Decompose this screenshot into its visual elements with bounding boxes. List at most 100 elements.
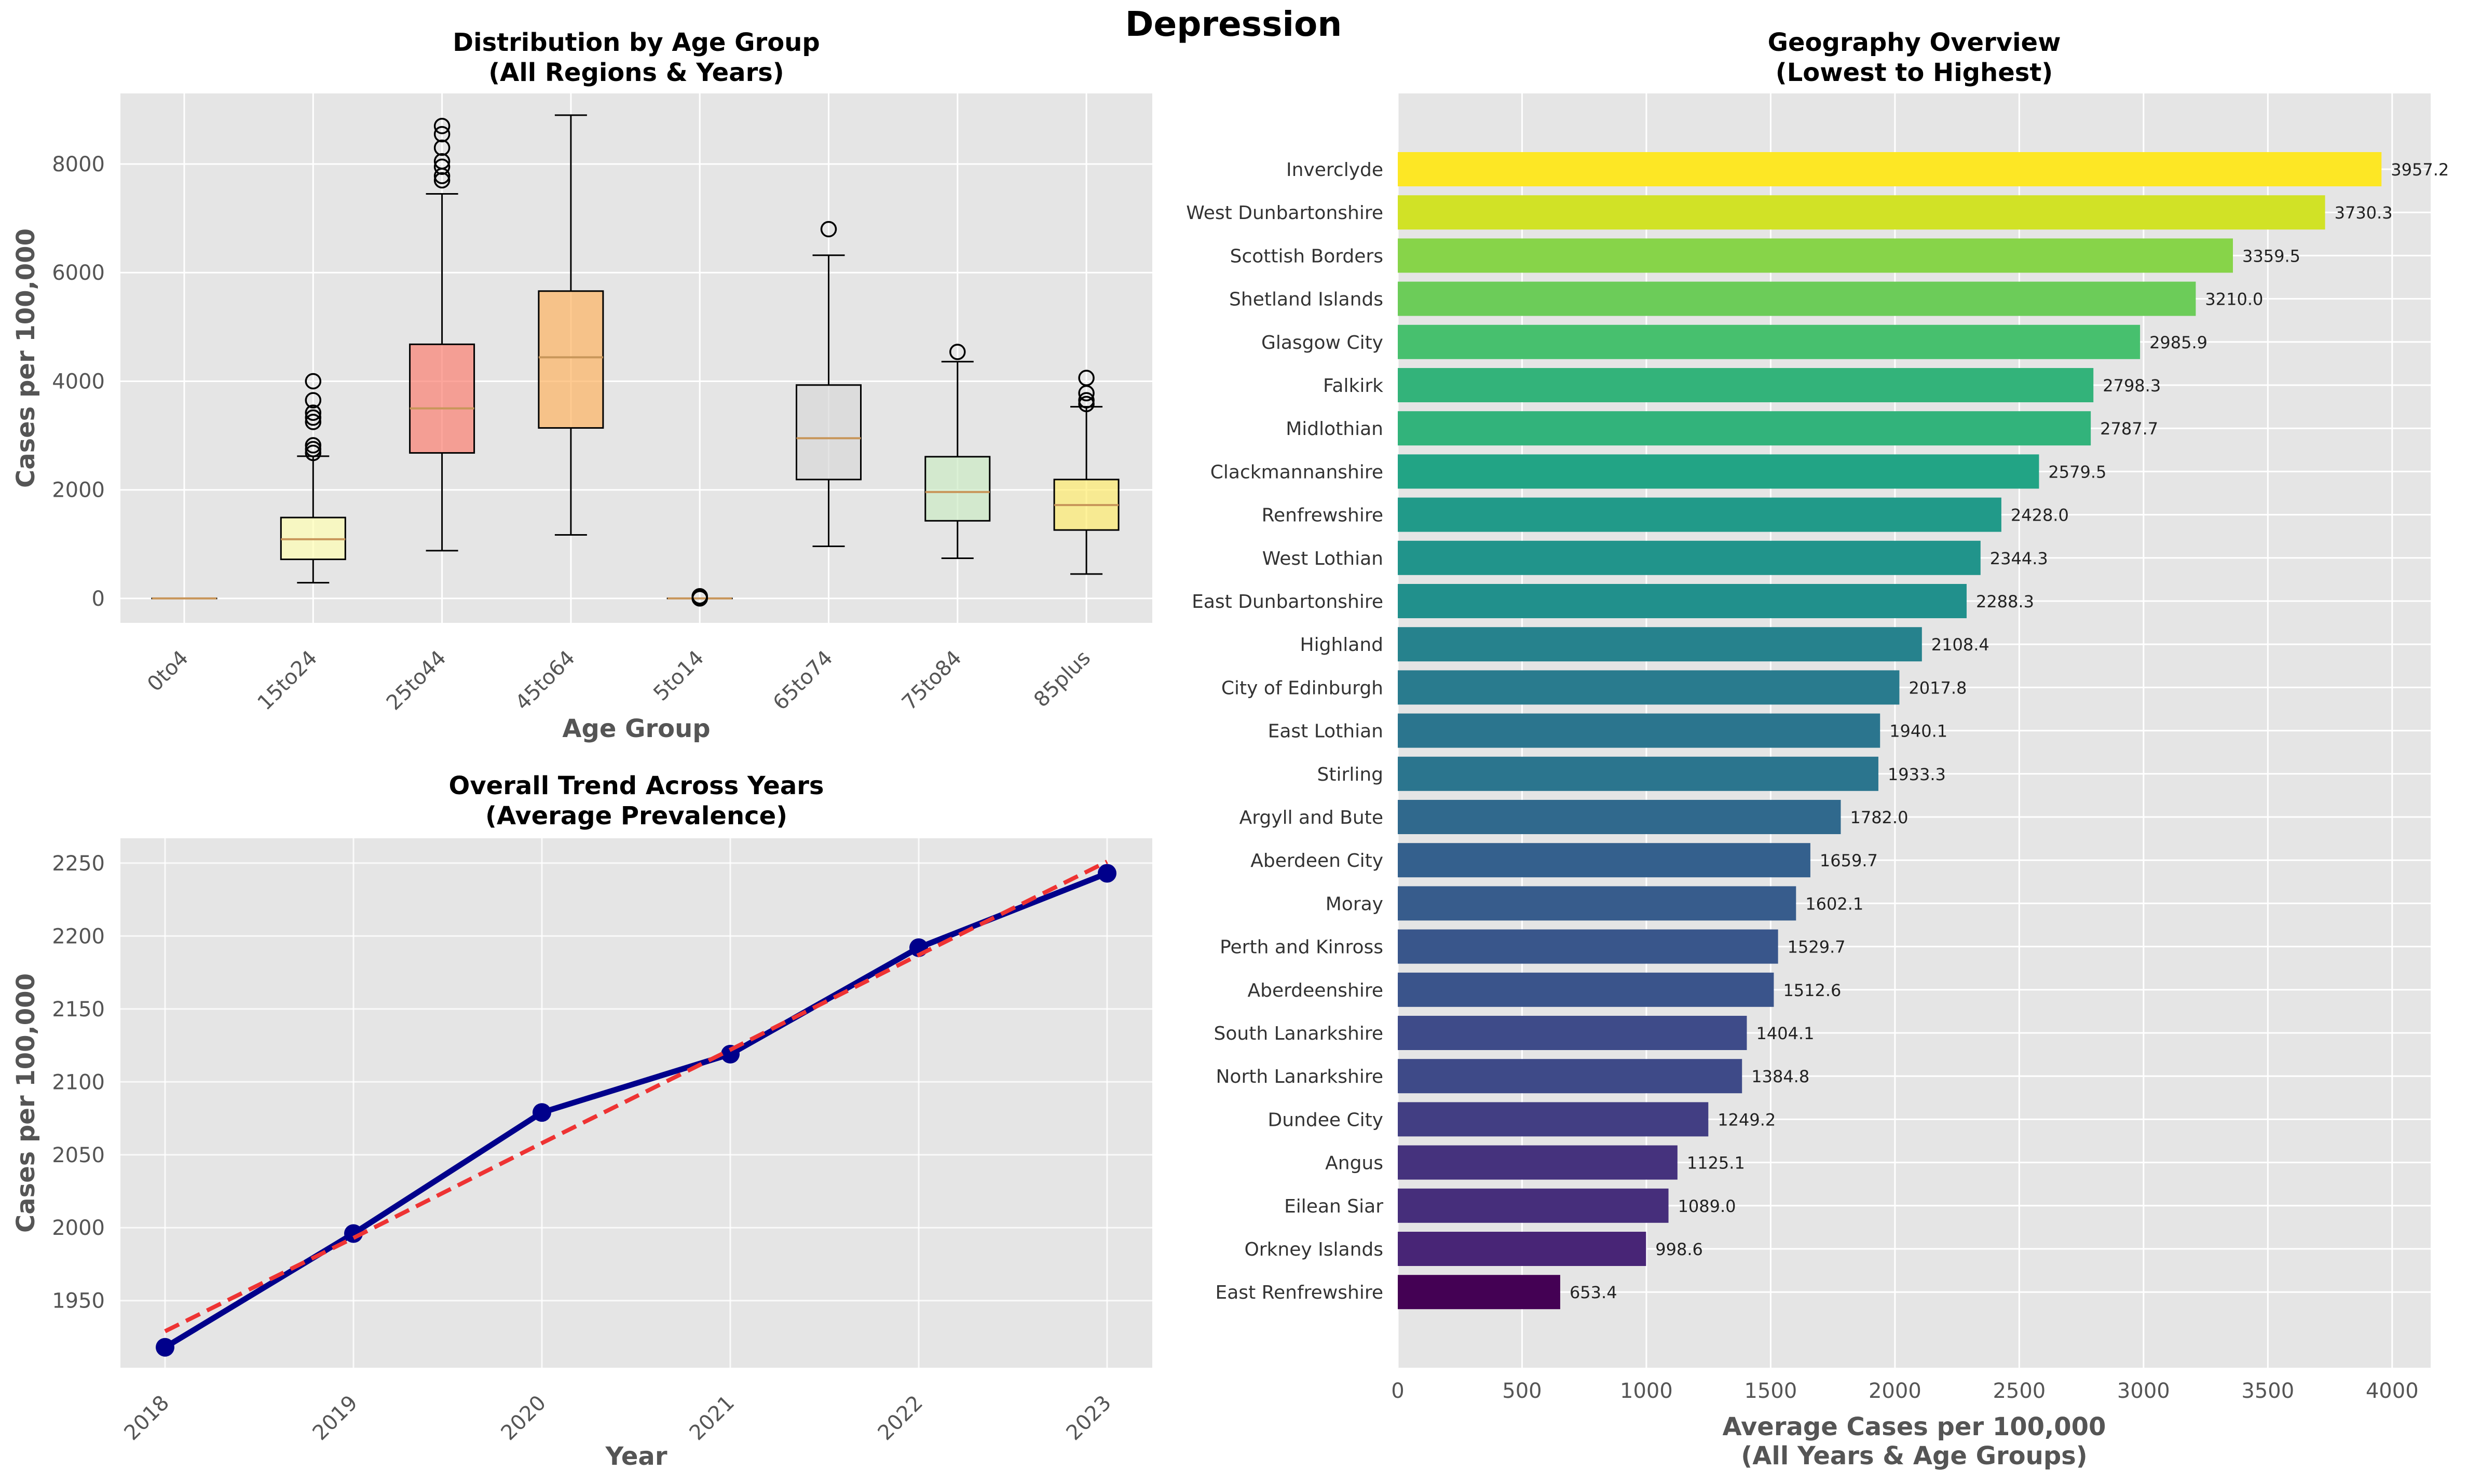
geo-bar-orkney-islands xyxy=(1398,1232,1646,1266)
geo-value-label: 1940.1 xyxy=(1889,721,1947,741)
figure-title: Depression xyxy=(1125,4,1342,44)
box-title: (All Regions & Years) xyxy=(488,58,784,87)
box-45to64 xyxy=(538,114,604,536)
geo-value-label: 2985.9 xyxy=(2149,333,2207,352)
box-outlier xyxy=(433,172,451,189)
trend-x-tick-label: 2019 xyxy=(308,1391,363,1446)
geo-x-tick-label: 2000 xyxy=(1869,1379,1921,1403)
geo-bar-highland xyxy=(1398,627,1922,662)
geo-y-tick-label: Orkney Islands xyxy=(1244,1239,1383,1260)
box-x-tick-label: 85plus xyxy=(1029,646,1095,712)
geo-x-tick-label: 2500 xyxy=(1993,1379,2046,1403)
trend-y-tick-label: 2150 xyxy=(52,998,105,1022)
box-outlier xyxy=(305,409,322,426)
box-y-tick-label: 6000 xyxy=(52,261,105,285)
geo-x-tick-label: 500 xyxy=(1502,1379,1542,1403)
geo-value-label: 3359.5 xyxy=(2242,246,2300,266)
geo-value-label: 998.6 xyxy=(1655,1240,1703,1259)
box-outlier xyxy=(1078,370,1095,386)
geo-y-tick-label: Dundee City xyxy=(1267,1109,1383,1131)
geo-value-label: 2798.3 xyxy=(2103,376,2161,396)
trend-marker xyxy=(156,1338,174,1357)
geo-value-label: 2428.0 xyxy=(2011,506,2069,525)
geo-y-tick-label: Aberdeen City xyxy=(1250,850,1383,872)
geo-y-tick-label: Perth and Kinross xyxy=(1220,937,1383,958)
box-outlier xyxy=(433,153,451,170)
geo-value-label: 2288.3 xyxy=(1976,592,2034,611)
box-x-tick-label: 65to74 xyxy=(769,646,838,715)
geo-y-tick-label: West Dunbartonshire xyxy=(1186,202,1383,224)
geo-y-tick-label: Aberdeenshire xyxy=(1248,980,1384,1001)
geo-x-axis-label: (All Years & Age Groups) xyxy=(1741,1441,2087,1471)
geo-value-label: 1125.1 xyxy=(1687,1153,1745,1173)
box-y-axis-label: Cases per 100,000 xyxy=(11,228,40,488)
geo-bar-midlothian xyxy=(1398,411,2091,446)
geo-y-tick-label: Glasgow City xyxy=(1261,332,1383,353)
box-25to44 xyxy=(409,118,475,552)
box-outlier xyxy=(1078,392,1095,409)
box-outlier xyxy=(305,404,322,421)
box-outlier xyxy=(433,126,451,143)
box-outlier xyxy=(305,373,322,390)
geo-x-tick-label: 3000 xyxy=(2117,1379,2170,1403)
trend-marker xyxy=(1098,864,1116,883)
geo-bar-east-dunbartonshire xyxy=(1398,584,1967,618)
box-y-tick-label: 2000 xyxy=(52,479,105,502)
geo-y-tick-label: Eilean Siar xyxy=(1284,1196,1383,1217)
geo-bar-renfrewshire xyxy=(1398,497,2001,532)
trend-title: (Average Prevalence) xyxy=(485,801,787,831)
box-outlier xyxy=(305,441,322,457)
geo-y-tick-label: East Dunbartonshire xyxy=(1192,591,1383,612)
geo-bar-argyll-and-bute xyxy=(1398,800,1841,834)
geo-bar-west-lothian xyxy=(1398,540,1981,575)
geo-bar-perth-and-kinross xyxy=(1398,929,1778,964)
box-x-tick-label: 25to44 xyxy=(382,646,451,715)
geo-bar-stirling xyxy=(1398,756,1878,791)
geo-value-label: 653.4 xyxy=(1570,1283,1617,1302)
geo-value-label: 1933.3 xyxy=(1888,765,1946,784)
geo-y-tick-label: Stirling xyxy=(1317,764,1383,785)
geo-bar-east-lothian xyxy=(1398,713,1880,748)
box-plot-area xyxy=(120,93,1152,623)
geo-bar-south-lanarkshire xyxy=(1398,1016,1747,1050)
geo-bar-inverclyde xyxy=(1398,152,2382,186)
box-outlier xyxy=(433,118,451,134)
box-85plus xyxy=(1053,370,1120,575)
trend-y-tick-label: 2250 xyxy=(52,852,105,876)
box-outlier xyxy=(820,221,837,238)
box-outlier xyxy=(691,588,708,605)
trend-y-tick-label: 2050 xyxy=(52,1143,105,1167)
geo-y-tick-label: East Renfrewshire xyxy=(1216,1282,1384,1303)
geo-y-tick-label: Argyll and Bute xyxy=(1239,807,1383,828)
box-y-tick-label: 8000 xyxy=(52,153,105,176)
box-iqr xyxy=(796,384,862,481)
trend-x-tick-label: 2023 xyxy=(1062,1391,1116,1446)
trend-title: Overall Trend Across Years xyxy=(449,771,824,800)
geo-y-tick-label: City of Edinburgh xyxy=(1221,677,1383,699)
geo-bar-west-dunbartonshire xyxy=(1398,195,2325,230)
geo-value-label: 1404.1 xyxy=(1756,1024,1814,1043)
geo-y-tick-label: Falkirk xyxy=(1323,375,1383,397)
geo-value-label: 3210.0 xyxy=(2205,290,2263,309)
geo-bar-scottish-borders xyxy=(1398,238,2233,273)
geo-value-label: 2787.7 xyxy=(2100,419,2158,439)
geo-value-label: 3730.3 xyxy=(2335,203,2393,223)
geo-y-tick-label: Renfrewshire xyxy=(1262,505,1383,526)
geo-y-tick-label: Scottish Borders xyxy=(1230,246,1383,267)
trend-x-tick-label: 2022 xyxy=(874,1391,928,1446)
box-15to24 xyxy=(280,373,346,584)
geo-y-tick-label: Inverclyde xyxy=(1286,159,1383,181)
box-y-tick-label: 4000 xyxy=(52,370,105,393)
box-iqr xyxy=(924,456,991,522)
box-x-axis-label: Age Group xyxy=(562,714,710,743)
geo-x-tick-label: 1500 xyxy=(1744,1379,1797,1403)
geo-bar-aberdeenshire xyxy=(1398,972,1774,1007)
geo-bar-eilean-siar xyxy=(1398,1188,1669,1223)
box-title: Distribution by Age Group xyxy=(453,28,820,57)
geo-bar-clackmannanshire xyxy=(1398,454,2039,489)
geo-x-tick-label: 0 xyxy=(1391,1379,1404,1403)
geo-value-label: 1659.7 xyxy=(1820,851,1878,870)
geo-bar-aberdeen-city xyxy=(1398,843,1810,878)
geo-bar-falkirk xyxy=(1398,368,2094,402)
box-x-tick-label: 0to4 xyxy=(143,646,193,697)
